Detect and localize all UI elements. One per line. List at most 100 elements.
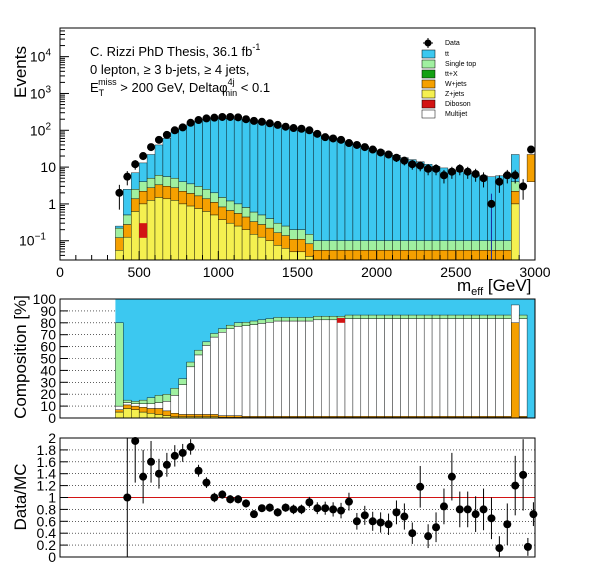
- ttbar-bar: [146, 154, 156, 179]
- legend-label-single-top: Single top: [445, 61, 476, 68]
- legend: Data tt Single top tt+X W+jets Z+jets: [421, 38, 476, 119]
- annotation-line3-sup: miss: [98, 77, 117, 87]
- zjets-bar: [186, 205, 195, 261]
- multijet-composition-bar: [154, 402, 164, 409]
- multijet-composition-bar: [321, 319, 330, 417]
- single-top-composition-bar: [305, 317, 314, 322]
- y-tick-label: 10−1: [19, 232, 46, 249]
- ratio-y-tick-label: 0.8: [37, 501, 57, 517]
- ttbar-bar: [313, 133, 322, 241]
- single-top-composition-bar: [503, 314, 512, 319]
- data-point: [321, 133, 330, 142]
- data-points: [115, 112, 536, 260]
- wjets-bar: [170, 187, 179, 201]
- wjets-bar: [146, 187, 156, 201]
- x-axis-title-sub: eff: [471, 286, 484, 298]
- data-point: [234, 113, 243, 122]
- zjets-bar: [249, 234, 259, 261]
- multijet-composition-bar: [233, 326, 243, 416]
- single-top-bar: [423, 240, 433, 251]
- ttbar-bar: [289, 128, 298, 230]
- ratio-point: [400, 512, 409, 521]
- ratio-point: [139, 472, 148, 481]
- multijet-composition-bar: [178, 384, 187, 415]
- wjets-bar: [344, 250, 354, 261]
- single-top-bar: [344, 240, 354, 251]
- single-top-composition-bar: [131, 401, 140, 404]
- ratio-point: [154, 469, 163, 478]
- data-point: [242, 115, 251, 124]
- single-top-bar: [463, 240, 472, 251]
- wjets-bar: [376, 250, 385, 261]
- wjets-bar: [178, 191, 187, 205]
- data-point: [265, 119, 274, 128]
- single-top-composition-bar: [218, 328, 227, 333]
- data-point: [297, 124, 306, 133]
- ratio-point: [226, 495, 235, 504]
- x-axis-title: meff [GeV]: [457, 276, 531, 298]
- multijet-composition-bar: [281, 320, 290, 417]
- multijet-composition-bar: [170, 395, 179, 414]
- ttbar-bar: [471, 174, 480, 241]
- annotation-line1-text: C. Rizzi PhD Thesis, 36.1 fb: [90, 44, 252, 59]
- multijet-composition-bar: [511, 304, 520, 324]
- composition-y-tick-label: 70: [40, 327, 56, 343]
- multijet-composition-bar: [376, 318, 385, 417]
- zjets-bar: [257, 236, 267, 261]
- wjets-bar: [352, 250, 362, 261]
- wjets-composition-bar: [115, 409, 124, 413]
- wjets-composition-bar: [138, 407, 148, 413]
- legend-entry-ttbar: tt: [421, 49, 449, 59]
- single-top-bar: [376, 240, 385, 251]
- ratio-point: [455, 505, 464, 514]
- zjets-bar: [233, 225, 243, 261]
- single-top-composition-bar: [423, 314, 433, 319]
- legend-entry-zjets: Z+jets: [421, 89, 465, 99]
- ratio-y-ticks: 00.20.40.60.811.21.41.61.82: [37, 430, 68, 565]
- multijet-composition-bar: [408, 318, 417, 417]
- multijet-composition-bar: [463, 318, 472, 417]
- single-top-bar: [210, 192, 219, 203]
- ratio-point: [178, 448, 187, 457]
- single-top-composition-bar: [518, 314, 528, 319]
- wjets-bar: [503, 250, 512, 261]
- ratio-point: [123, 493, 132, 502]
- ratio-point: [218, 490, 227, 499]
- single-top-bar: [336, 240, 346, 251]
- data-point: [186, 118, 195, 127]
- ttbar-bar: [447, 169, 457, 241]
- data-point: [329, 134, 338, 143]
- data-point: [170, 126, 179, 135]
- composition-y-tick-label: 90: [40, 303, 56, 319]
- data-point: [210, 113, 219, 122]
- wjets-composition-bar: [210, 414, 219, 418]
- ttbar-bar: [233, 119, 243, 205]
- ttbar-bar: [297, 130, 306, 230]
- zjets-bar: [210, 214, 219, 261]
- data-point: [416, 161, 425, 170]
- ratio-point: [368, 517, 377, 526]
- single-top-bar: [178, 181, 187, 192]
- composition-y-tick-label: 80: [40, 315, 56, 331]
- zjets-composition-bar: [115, 411, 124, 419]
- ttbar-bar: [265, 123, 274, 219]
- multijet-composition-bar: [194, 354, 203, 415]
- legend-label-zjets: Z+jets: [445, 91, 465, 98]
- data-point: [162, 130, 171, 139]
- single-top-composition-bar: [178, 378, 187, 385]
- single-top-composition-bar: [226, 324, 235, 329]
- multijet-composition-bar: [336, 319, 346, 417]
- single-top-bar: [455, 240, 464, 251]
- ratio-y-tick-label: 0.2: [37, 537, 57, 553]
- data-point: [455, 164, 464, 173]
- wjets-bar: [194, 195, 203, 209]
- wjets-bar: [511, 191, 520, 205]
- ttbar-bar: [131, 172, 140, 190]
- data-point: [123, 172, 132, 181]
- ratio-point: [289, 505, 298, 514]
- ratio-point: [392, 508, 401, 517]
- single-top-bar: [471, 240, 480, 251]
- ratio-point: [281, 503, 290, 512]
- single-top-bar: [384, 240, 393, 251]
- single-top-bar: [360, 240, 369, 251]
